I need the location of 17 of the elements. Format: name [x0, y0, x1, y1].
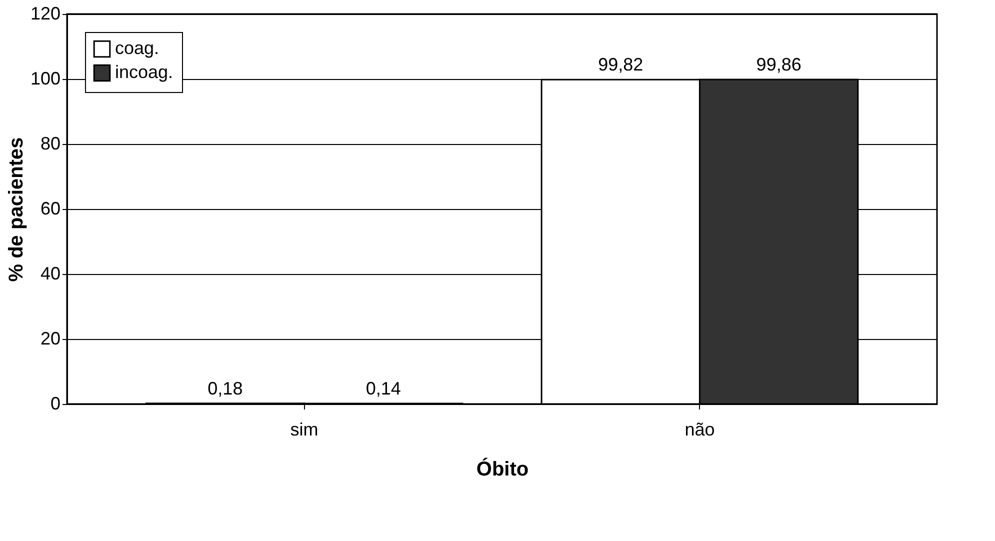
x-tick-label: não	[684, 420, 715, 440]
y-tick-label: 120	[30, 4, 60, 24]
y-tick-label: 80	[40, 134, 60, 154]
data-label: 99,86	[756, 54, 802, 74]
y-axis-title: % de pacientes	[5, 137, 28, 282]
y-tick-label: 20	[40, 328, 60, 348]
legend-label: incoag.	[115, 62, 174, 82]
data-label: 0,14	[366, 378, 401, 399]
y-tick-label: 100	[30, 68, 60, 88]
y-tick-label: 40	[40, 264, 60, 284]
x-axis-title: Óbito	[476, 458, 529, 480]
data-label: 99,82	[598, 54, 644, 75]
data-label: 0,18	[208, 378, 243, 398]
y-tick-label: 0	[50, 394, 60, 414]
legend-label: coag.	[115, 38, 160, 58]
x-tick-label: sim	[290, 420, 318, 440]
y-tick-label: 60	[40, 198, 60, 218]
